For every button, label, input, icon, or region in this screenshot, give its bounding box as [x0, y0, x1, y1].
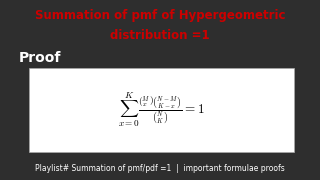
Text: Summation of pmf of Hypergeometric: Summation of pmf of Hypergeometric	[35, 9, 285, 22]
Text: distribution =1: distribution =1	[110, 29, 210, 42]
Text: Proof: Proof	[19, 51, 61, 65]
Text: $\sum_{x=0}^{K} \frac{\binom{M}{x}\binom{N-M}{K-x}}{\binom{N}{K}} = 1$: $\sum_{x=0}^{K} \frac{\binom{M}{x}\binom…	[118, 91, 205, 129]
FancyBboxPatch shape	[29, 68, 294, 152]
Text: Playlist# Summation of pmf/pdf =1  |  important formulae proofs: Playlist# Summation of pmf/pdf =1 | impo…	[35, 164, 285, 173]
